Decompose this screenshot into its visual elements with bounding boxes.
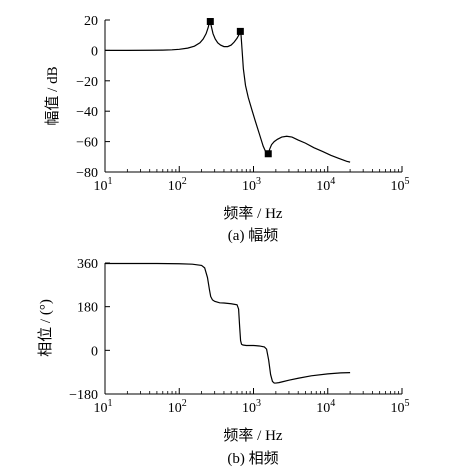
y-axis-label: 幅值 / dB xyxy=(44,66,61,125)
y-tick-label: −20 xyxy=(76,75,98,90)
x-tick-labels: 101 102 103 104 105 xyxy=(94,166,410,194)
chart-caption: (a) 幅频 xyxy=(228,227,278,244)
x-tick-label: 103 xyxy=(242,176,261,194)
phase-line xyxy=(105,262,351,384)
x-tick-label: 101 xyxy=(94,398,113,416)
y-tick-label: −180 xyxy=(69,388,98,403)
y-tick-labels: 360 180 0 −180 xyxy=(69,257,110,403)
peak-marker xyxy=(206,18,214,26)
y-tick-label: −80 xyxy=(76,166,98,181)
x-tick-labels: 101 102 103 104 105 xyxy=(94,388,410,416)
magnitude-markers xyxy=(206,18,272,158)
y-tick-label: −60 xyxy=(76,136,98,151)
y-tick-label: 360 xyxy=(77,257,98,272)
y-tick-label: 20 xyxy=(84,14,98,29)
y-axis-label: 相位 / (°) xyxy=(37,299,54,357)
magnitude-line xyxy=(105,20,351,163)
x-tick-label: 105 xyxy=(391,398,410,416)
chart-caption: (b) 相频 xyxy=(227,450,278,467)
x-axis-label: 频率 / Hz xyxy=(223,427,283,444)
y-tick-label: 0 xyxy=(91,44,98,59)
x-tick-label: 102 xyxy=(168,398,187,416)
y-tick-label: 180 xyxy=(77,301,98,316)
x-tick-label: 101 xyxy=(94,176,113,194)
y-tick-label: 0 xyxy=(91,344,98,359)
y-tick-labels: 20 0 −20 −40 −60 −80 xyxy=(76,14,110,181)
phase-chart: 360 180 0 −180 101 102 103 104 105 相位 / (°) 频率 … xyxy=(37,257,410,467)
peak-marker xyxy=(264,150,272,158)
x-tick-label: 102 xyxy=(168,176,187,194)
peak-marker xyxy=(236,27,244,35)
x-tick-label: 104 xyxy=(316,398,335,416)
magnitude-chart: 200−20−40−60−80 101 102 103 104 105 幅值 / dB … xyxy=(44,14,410,244)
y-tick-label: −40 xyxy=(76,105,98,120)
x-axis-label: 频率 / Hz xyxy=(223,205,283,222)
x-tick-label: 105 xyxy=(391,176,410,194)
x-tick-label: 104 xyxy=(316,176,335,194)
x-tick-label: 103 xyxy=(242,398,261,416)
